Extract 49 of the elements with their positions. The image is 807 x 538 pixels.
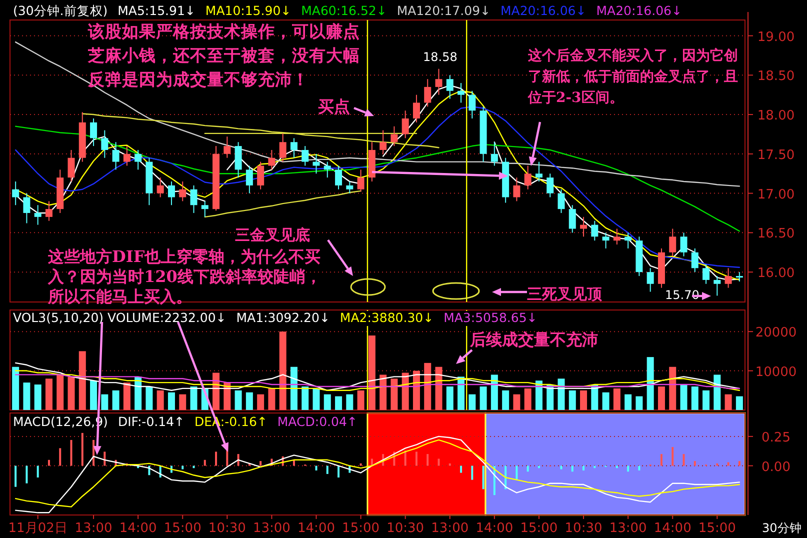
y-tick-label: 19.00 — [757, 30, 795, 45]
y-tick-label: 0.00 — [762, 460, 790, 475]
y-tick-label: 16.50 — [757, 226, 795, 242]
y-tick-label: 16.00 — [757, 266, 795, 282]
x-tick-label: 13:00 — [252, 521, 290, 536]
text: MA1:3092.20↓ — [236, 310, 330, 325]
x-tick-label: 11月02日 — [8, 521, 68, 536]
text: MA120:17.09↓ — [396, 3, 491, 18]
x-tick-label: 14:00 — [654, 521, 692, 536]
y-tick-label: 18.00 — [757, 108, 795, 124]
annotation: 三死叉见顶 — [527, 285, 603, 303]
x-tick-label: 14:00 — [119, 521, 157, 536]
x-tick-label: 15:00 — [164, 521, 202, 536]
x-tick-label: 15:00 — [520, 521, 558, 536]
x-tick-label: 13:00 — [609, 521, 647, 536]
x-tick-label: 14:00 — [476, 521, 514, 536]
x-tick-label: 10:30 — [564, 521, 602, 536]
x-tick-label: 10:30 — [208, 521, 246, 536]
text: MA10:15.90↓ — [205, 3, 292, 18]
annotation: 该股如果严格按技术操作，可以赚点芝麻小钱，还不至于被套，没有大幅反弹是因为成交量不够充沛！ — [87, 22, 360, 89]
x-tick-label: 14:00 — [298, 521, 335, 536]
text: MA20:16.06↓ — [500, 3, 586, 18]
text: MA2:3880.30↓ — [340, 310, 434, 325]
annotation: 后续成交量不充沛 — [469, 330, 598, 349]
annotation: 18.58 — [423, 50, 458, 64]
text: 30分钟 — [762, 521, 802, 535]
x-tick-label: 15:00 — [342, 521, 380, 536]
text: MACD:0.04↑ — [277, 414, 358, 429]
x-tick-label: 15:00 — [698, 521, 736, 536]
y-tick-label: 0.25 — [762, 430, 790, 446]
text: MA20:16.06↓ — [596, 3, 682, 18]
text: MA60:16.52↓ — [301, 3, 387, 18]
text: DIF:-0.14↑ — [118, 414, 184, 429]
x-tick-label: 13:00 — [431, 521, 469, 536]
text: MA3:5058.65↓ — [444, 310, 538, 325]
annotation: 这些地方DIF也上穿零轴，为什么不买入？因为当时120线下跌斜率较陡峭，所以不能马上买入。 — [47, 247, 322, 306]
text: MA5:15.91↓ — [118, 3, 196, 18]
annotation: 三金叉见底 — [235, 226, 310, 244]
y-tick-label: 18.50 — [757, 69, 795, 84]
y-tick-label: 10000 — [755, 364, 797, 380]
chart-title: VOL3(5,10,20) VOLUME:2232.00↓ — [13, 310, 226, 325]
y-tick-label: 17.00 — [757, 187, 795, 202]
annotation: 这个后金叉不能买入了，因为它创了新低，低于前面的金叉点了，且位于2-3区间。 — [527, 47, 738, 106]
y-tick-label: 20000 — [755, 326, 797, 341]
x-tick-label: 10:30 — [386, 521, 424, 536]
chart-title: (30分钟.前复权) — [13, 3, 108, 18]
y-tick-label: 17.50 — [757, 148, 795, 163]
x-tick-label: 13:00 — [74, 521, 112, 536]
annotation: 买点 — [318, 97, 350, 116]
